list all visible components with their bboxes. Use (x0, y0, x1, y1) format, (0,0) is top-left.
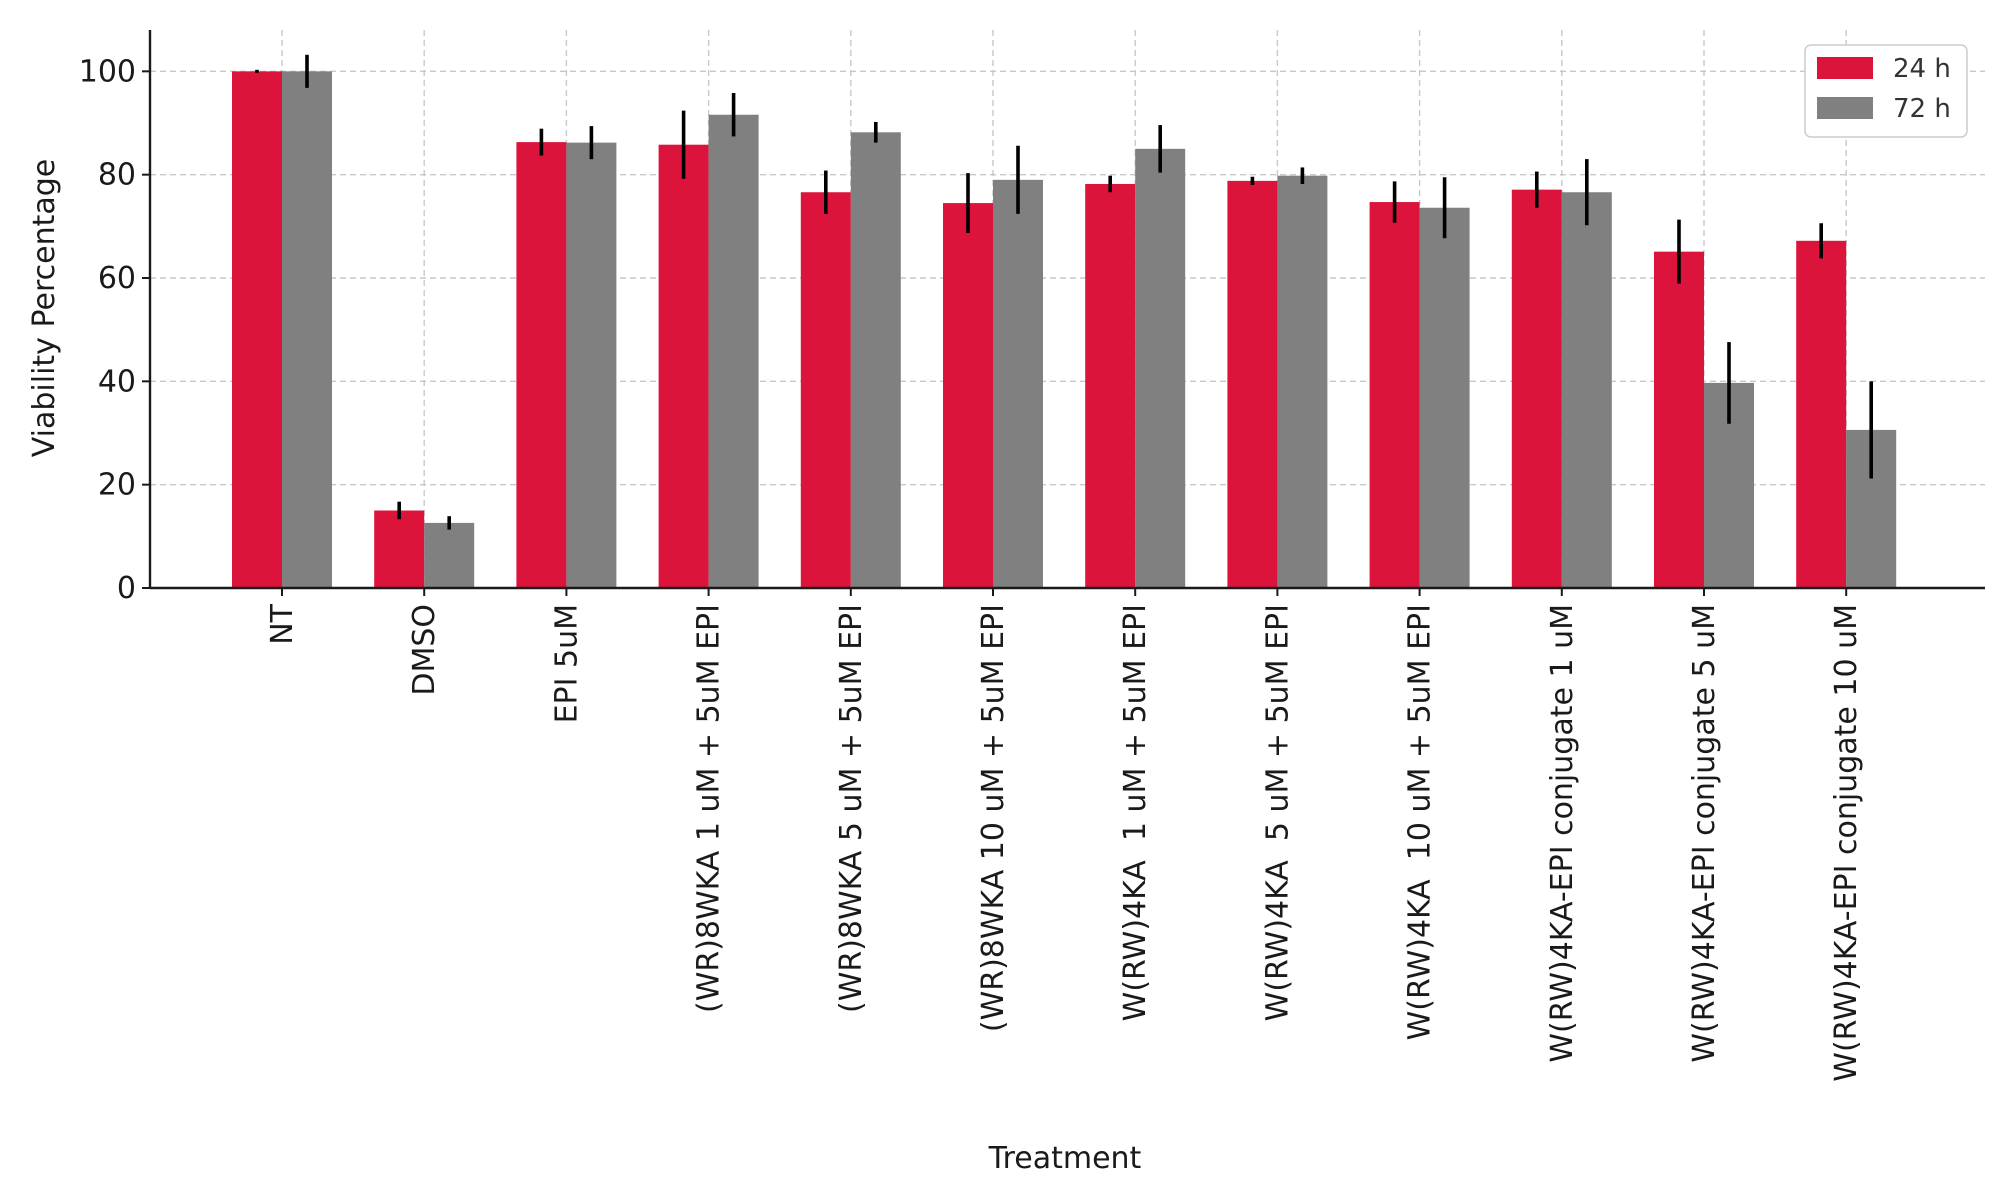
bar (1277, 175, 1328, 588)
legend-swatch (1817, 97, 1873, 119)
bar (374, 510, 425, 588)
bar (1511, 189, 1562, 588)
bar (708, 114, 759, 588)
bar (1085, 183, 1136, 588)
bar (232, 71, 282, 589)
bar (850, 132, 901, 589)
y-axis-title: Viability Percentage (27, 159, 62, 457)
x-tick-label: (WR)8WKA 10 uM + 5uM EPI (976, 604, 1011, 1032)
x-tick-label: (WR)8WKA 1 uM + 5uM EPI (692, 604, 727, 1013)
bar (424, 522, 475, 588)
x-tick-label: NT (265, 603, 300, 644)
bar (800, 192, 851, 588)
bar (993, 179, 1043, 589)
bar (1135, 148, 1186, 589)
error-bars (255, 54, 1873, 530)
bar (1419, 207, 1470, 588)
legend-swatch (1817, 57, 1873, 79)
bar (1796, 240, 1847, 589)
bar (943, 203, 993, 589)
y-tick-label: 60 (98, 261, 136, 296)
x-tick-label: W(RW)4KA-EPI conjugate 1 uM (1545, 604, 1580, 1063)
bar (1227, 180, 1278, 588)
bars (232, 71, 1897, 589)
bar (566, 142, 617, 588)
x-tick-label: EPI 5uM (549, 604, 584, 723)
y-tick-label: 100 (79, 54, 136, 89)
legend: 24 h 72 h (1804, 44, 1968, 138)
legend-label: 72 h (1893, 94, 1951, 124)
bar (1561, 192, 1612, 588)
y-tick-label: 40 (98, 364, 136, 399)
bar (1654, 251, 1704, 588)
x-tick-label: W(RW)4KA-EPI conjugate 5 uM (1687, 604, 1722, 1063)
y-tick-label: 0 (117, 571, 136, 606)
y-tick-label: 80 (98, 158, 136, 193)
bar (1369, 202, 1420, 589)
y-tick-label: 20 (98, 468, 136, 503)
bar (516, 142, 567, 588)
x-tick-label: W(RW)4KA 1 uM + 5uM EPI (1118, 604, 1153, 1021)
bar (282, 71, 332, 589)
x-tick-label: W(RW)4KA 10 uM + 5uM EPI (1403, 604, 1438, 1040)
x-tick-label: W(RW)4KA-EPI conjugate 10 uM (1829, 604, 1864, 1082)
axes (148, 30, 1985, 590)
x-tick-label: W(RW)4KA 5 uM + 5uM EPI (1260, 604, 1295, 1021)
bar (658, 144, 709, 588)
y-axis-ticks: 0 20 40 60 80 100 (79, 54, 150, 606)
x-axis-title: Treatment (988, 1141, 1142, 1176)
x-tick-label: DMSO (407, 604, 442, 696)
legend-label: 24 h (1893, 54, 1951, 84)
x-tick-label: (WR)8WKA 5 uM + 5uM EPI (834, 604, 869, 1013)
x-axis-ticks: NT DMSO EPI 5uM (WR)8WKA 1 uM + 5uM EPI (WR)… (265, 588, 1864, 1082)
